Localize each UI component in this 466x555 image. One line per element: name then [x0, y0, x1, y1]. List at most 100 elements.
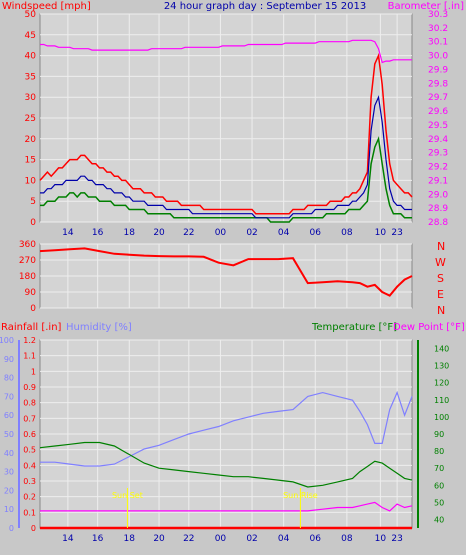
wind-y-tick-label: 0	[30, 218, 36, 228]
dir-label-s: S	[437, 272, 444, 285]
baro-y-tick-label: 28.8	[428, 218, 448, 228]
humidity-y-tick-label: 70	[4, 392, 14, 401]
humidity-y-tick-label: 50	[4, 430, 14, 439]
x-tick-label: 04	[278, 534, 290, 544]
dir-y-tick-label: 270	[19, 256, 36, 266]
wind-title: Windspeed [mph]	[2, 1, 91, 12]
dir-y-tick-label: 90	[25, 288, 37, 298]
baro-y-tick-label: 29.8	[428, 79, 448, 89]
humidity-y-tick-label: 20	[4, 486, 14, 495]
wind-y-tick-label: 5	[30, 197, 36, 207]
rain-y-tick-label: 0.7	[23, 414, 36, 423]
x-tick-label: 14	[62, 228, 74, 238]
grid-lines	[40, 13, 412, 529]
humidity-y-tick-label: 60	[4, 411, 14, 420]
baro-y-tick-label: 29.6	[428, 107, 448, 117]
wind-y-tick-label: 35	[25, 72, 36, 82]
dir-label-n-top: N	[437, 240, 445, 253]
rain-y-tick-label: 1	[31, 367, 36, 376]
baro-y-tick-label: 29.7	[428, 93, 448, 103]
x-tick-label: 18	[124, 534, 136, 544]
x-tick-label: 20	[153, 228, 165, 238]
humidity-y-tick-label: 90	[4, 355, 14, 364]
x-tick-label: 02	[246, 534, 257, 544]
wind-y-tick-label: 30	[25, 93, 37, 103]
rain-y-tick-label: 0.6	[23, 430, 36, 439]
baro-y-tick-label: 29.0	[428, 190, 448, 200]
humidity-line	[40, 390, 413, 467]
rain-y-tick-label: 0.2	[23, 493, 36, 502]
x-tick-label: 16	[92, 228, 104, 238]
dew-point-line	[40, 501, 413, 512]
sun-marker-label: Sun Set	[112, 491, 143, 500]
humidity-y-tick-label: 30	[4, 468, 14, 477]
rain-y-tick-label: 0.8	[23, 399, 36, 408]
temp-y-tick-label: 80	[434, 447, 444, 456]
x-tick-label: 20	[153, 534, 165, 544]
humidity-y-tick-label: 40	[4, 449, 14, 458]
wind-y-tick-label: 10	[25, 176, 37, 186]
x-tick-label: 22	[183, 228, 194, 238]
temperature-line	[39, 441, 413, 488]
sun-marker-label: Sun Rise	[283, 491, 318, 500]
x-tick-label: 02	[246, 228, 257, 238]
temp-y-tick-label: 70	[434, 464, 444, 473]
x-tick-label: 18	[124, 228, 136, 238]
wind-y-tick-label: 50	[25, 10, 37, 20]
dir-y-tick-label: 0	[30, 304, 36, 314]
dir-y-tick-label: 180	[19, 272, 36, 282]
humidity-y-tick-label: 100	[0, 336, 14, 345]
temp-y-tick-label: 120	[434, 379, 449, 388]
rain-y-tick-label: 0.9	[23, 383, 36, 392]
dir-label-n-bottom: N	[437, 304, 445, 317]
temp-label: Temperature [°F]	[311, 322, 397, 333]
humidity-y-tick-label: 80	[4, 374, 14, 383]
rain-y-tick-label: 0.3	[23, 477, 36, 486]
dir-label-w: W	[435, 256, 446, 269]
humidity-label: Humidity [%]	[66, 322, 132, 333]
baro-y-tick-label: 29.2	[428, 163, 448, 173]
baro-y-tick-label: 29.5	[428, 121, 448, 131]
dir-y-tick-label: 360	[19, 240, 36, 250]
wind-y-tick-label: 25	[25, 114, 36, 124]
dew-label: Dew Point [°F]	[393, 322, 465, 333]
baro-y-tick-label: 30.2	[428, 24, 448, 34]
temp-y-tick-label: 90	[434, 430, 444, 439]
x-tick-label: 06	[310, 228, 322, 238]
x-tick-label: 04	[278, 228, 290, 238]
baro-y-tick-label: 29.1	[428, 176, 448, 186]
x-tick-label: 23	[391, 228, 402, 238]
baro-title: Barometer [.in]	[388, 1, 464, 12]
x-tick-label: 08	[341, 534, 353, 544]
baro-y-tick-label: 28.9	[428, 204, 448, 214]
x-tick-label: 08	[341, 228, 353, 238]
temp-y-tick-label: 100	[434, 413, 449, 422]
wind-y-tick-label: 20	[25, 135, 37, 145]
x-tick-label: 16	[92, 534, 104, 544]
temp-y-tick-label: 130	[434, 362, 449, 371]
x-tick-label: 23	[391, 534, 402, 544]
humidity-y-tick-label: 0	[9, 524, 14, 533]
baro-y-tick-label: 29.4	[428, 135, 448, 145]
rain-label: Rainfall [.in]	[1, 322, 62, 333]
wind-y-tick-label: 15	[25, 156, 36, 166]
temp-y-tick-label: 140	[434, 345, 449, 354]
dir-label-e: E	[437, 288, 444, 301]
rain-y-tick-label: 0.1	[23, 508, 36, 517]
rain-y-tick-label: 1.1	[23, 352, 36, 361]
wind-gust-line	[39, 52, 413, 215]
x-tick-label: 06	[310, 534, 322, 544]
baro-y-tick-label: 29.3	[428, 149, 448, 159]
rain-y-tick-label: 0.5	[23, 446, 36, 455]
baro-y-tick-label: 30.3	[428, 10, 448, 20]
temp-y-tick-label: 50	[434, 498, 444, 507]
baro-y-tick-label: 30.0	[428, 52, 448, 62]
temp-y-tick-label: 110	[434, 396, 449, 405]
x-tick-label: 10	[375, 534, 387, 544]
x-tick-label: 14	[62, 534, 74, 544]
main-title: 24 hour graph day : September 15 2013	[164, 1, 366, 12]
wind-direction-line	[39, 247, 413, 297]
